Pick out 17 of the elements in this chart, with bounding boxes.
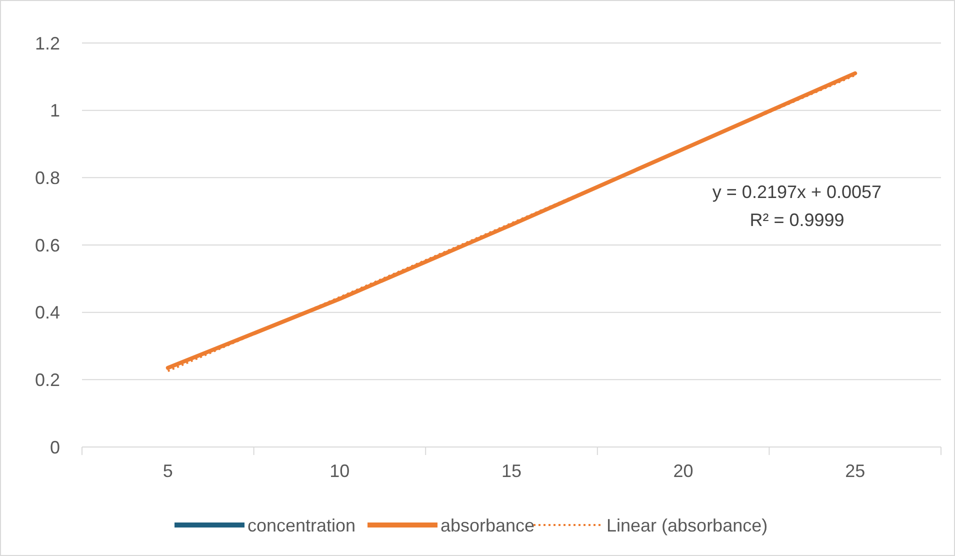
x-tick-label: 20 xyxy=(673,461,694,481)
y-tick-label: 0.8 xyxy=(34,168,60,188)
annotation: y = 0.2197x + 0.0057 xyxy=(712,182,882,202)
y-tick-label: 0.2 xyxy=(34,370,60,390)
y-tick-label: 0 xyxy=(50,437,60,458)
y-tick-label: 0.6 xyxy=(34,235,60,256)
y-tick-label: 1.2 xyxy=(34,33,60,54)
y-tick-label: 0.4 xyxy=(34,302,60,323)
annotation: R² = 0.9999 xyxy=(750,210,844,230)
x-tick-label: 15 xyxy=(501,461,522,481)
legend-label: absorbance xyxy=(440,515,535,536)
x-tick-label: 5 xyxy=(162,461,173,481)
legend-label: Linear (absorbance) xyxy=(606,515,768,536)
x-tick-label: 25 xyxy=(845,461,866,481)
y-tick-label: 1 xyxy=(50,100,60,121)
x-tick-label: 10 xyxy=(330,461,350,481)
legend-label: concentration xyxy=(248,515,356,536)
